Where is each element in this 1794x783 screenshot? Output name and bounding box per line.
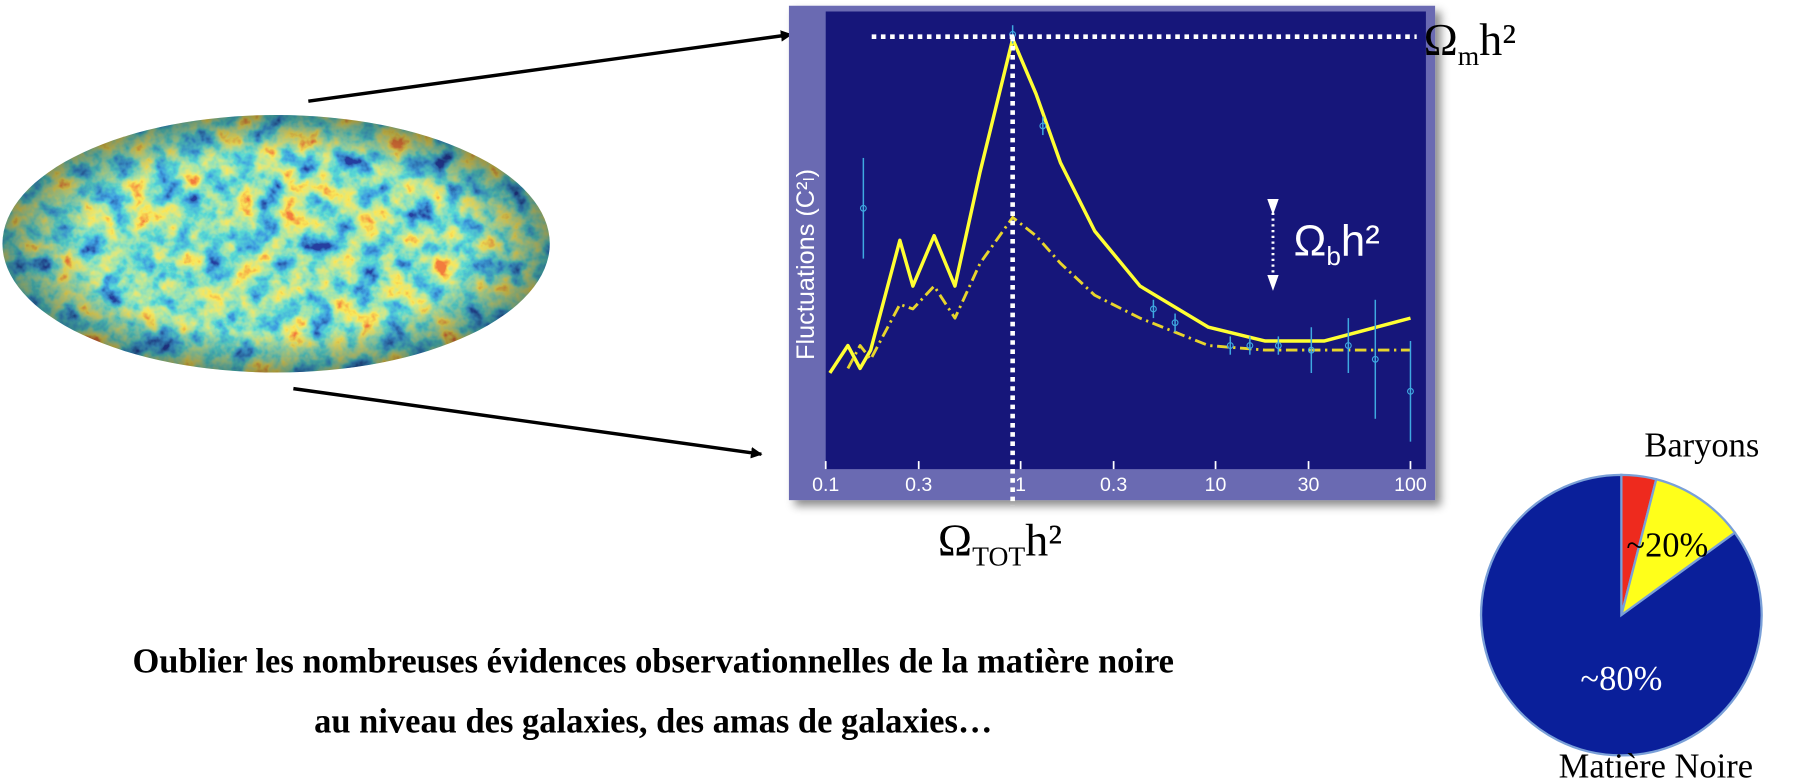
pie-slice	[1619, 477, 1737, 618]
annotation: ΩTOTh²	[938, 514, 1062, 571]
arrow	[308, 30, 793, 103]
data-point	[1171, 319, 1179, 327]
annotation-symbol: Ω	[1424, 14, 1458, 65]
x-tick-label: 10	[1205, 474, 1227, 496]
data-point	[1149, 305, 1157, 313]
x-tick-label: 0.3	[1100, 474, 1127, 496]
pie-annotation: ~80%	[1580, 660, 1662, 698]
pie-slice	[1479, 473, 1763, 757]
annotation-subscript: m	[1458, 40, 1480, 71]
annotation-rest: h²	[1479, 14, 1516, 65]
spectrum-line	[828, 37, 1411, 374]
data-point	[1226, 342, 1234, 350]
pie-label: Baryons	[1644, 426, 1759, 464]
sky-map	[2, 114, 550, 373]
data-point	[1407, 387, 1414, 395]
data-point	[1307, 346, 1315, 354]
annotation-symbol: Ω	[938, 514, 972, 565]
data-point	[1246, 342, 1254, 350]
annotation: Ωbh²	[1294, 216, 1380, 271]
x-tick-label: 0.3	[905, 474, 932, 496]
x-tick-label: 1	[1015, 474, 1026, 496]
annotation: Ωmh²	[1424, 14, 1516, 71]
x-tick-label: 100	[1394, 474, 1427, 496]
annotation-rest: h²	[1025, 514, 1062, 565]
arrow	[293, 386, 763, 459]
x-tick-label: 30	[1298, 474, 1320, 496]
annotation-subscript: TOT	[972, 540, 1025, 571]
data-point	[1274, 342, 1282, 350]
data-point	[859, 204, 867, 212]
annotation-symbol: Ω	[1294, 216, 1327, 265]
pie-label: Matière Noire	[1559, 747, 1753, 783]
body-text: Oublier les nombreuses évidences observa…	[132, 643, 1174, 681]
body-text: au niveau des galaxies, des amas de gala…	[314, 702, 992, 740]
annotation-subscript: b	[1326, 241, 1341, 271]
x-tick-label: 0.1	[812, 474, 839, 496]
data-point	[1039, 122, 1047, 130]
data-point	[1344, 342, 1352, 350]
data-point	[1371, 355, 1379, 363]
pie-chart: Baryons Matière Noire ~20% ~80%	[1479, 426, 1763, 783]
pie-annotation: ~20%	[1626, 526, 1708, 564]
y-axis-label: Fluctuations (C²ₗ)	[792, 169, 820, 360]
annotation-rest: h²	[1341, 216, 1380, 265]
